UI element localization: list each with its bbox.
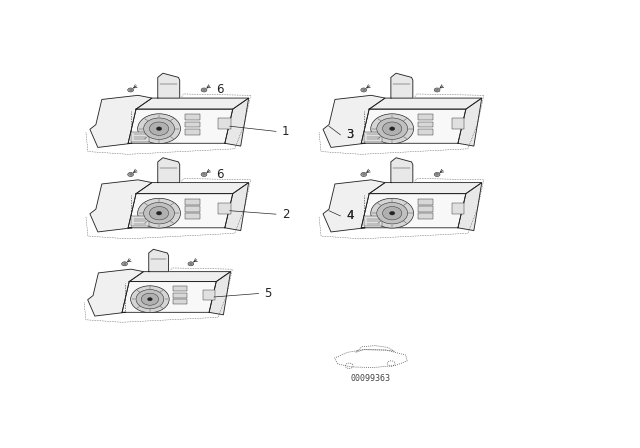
Circle shape — [434, 88, 440, 92]
Polygon shape — [369, 183, 482, 194]
Bar — [204, 290, 215, 300]
Circle shape — [201, 172, 207, 177]
Polygon shape — [361, 194, 466, 228]
Text: 3: 3 — [346, 128, 354, 141]
Polygon shape — [391, 73, 413, 98]
Circle shape — [377, 202, 408, 224]
Polygon shape — [225, 183, 248, 231]
Text: 4: 4 — [346, 209, 354, 222]
Circle shape — [390, 211, 395, 215]
FancyBboxPatch shape — [185, 122, 200, 127]
Circle shape — [128, 88, 134, 92]
Polygon shape — [391, 158, 413, 183]
Polygon shape — [458, 183, 482, 231]
Polygon shape — [369, 98, 482, 109]
Circle shape — [377, 118, 408, 139]
Circle shape — [383, 122, 402, 135]
Polygon shape — [209, 271, 230, 315]
Circle shape — [138, 198, 180, 228]
Bar — [131, 216, 149, 226]
Bar — [218, 118, 231, 129]
Polygon shape — [136, 183, 248, 194]
FancyBboxPatch shape — [418, 122, 433, 127]
FancyBboxPatch shape — [185, 114, 200, 120]
Text: 5: 5 — [264, 287, 272, 300]
Circle shape — [188, 262, 194, 266]
Polygon shape — [225, 98, 248, 146]
Circle shape — [138, 114, 180, 144]
Circle shape — [141, 293, 159, 305]
Text: 6: 6 — [216, 83, 224, 96]
Polygon shape — [158, 73, 180, 98]
Circle shape — [128, 172, 134, 177]
Polygon shape — [148, 249, 168, 271]
FancyBboxPatch shape — [173, 293, 187, 298]
Circle shape — [143, 118, 175, 139]
Circle shape — [149, 207, 169, 220]
Circle shape — [434, 172, 440, 177]
Text: 3: 3 — [346, 128, 354, 141]
Bar — [451, 118, 465, 129]
Polygon shape — [90, 180, 152, 232]
Polygon shape — [128, 109, 233, 143]
FancyBboxPatch shape — [185, 199, 200, 204]
Circle shape — [148, 297, 152, 301]
Polygon shape — [128, 194, 233, 228]
Circle shape — [361, 88, 367, 92]
Bar — [364, 132, 382, 142]
FancyBboxPatch shape — [418, 213, 433, 219]
Circle shape — [157, 127, 162, 130]
Circle shape — [383, 207, 402, 220]
Text: 1: 1 — [282, 125, 289, 138]
Polygon shape — [90, 95, 152, 147]
FancyBboxPatch shape — [173, 286, 187, 291]
Circle shape — [390, 127, 395, 130]
Polygon shape — [122, 282, 216, 312]
Polygon shape — [323, 180, 385, 232]
Text: 00099363: 00099363 — [350, 374, 390, 383]
Circle shape — [201, 88, 207, 92]
Polygon shape — [129, 271, 230, 282]
Bar — [364, 216, 382, 226]
Circle shape — [122, 262, 127, 266]
FancyBboxPatch shape — [418, 129, 433, 134]
Bar — [451, 203, 465, 214]
FancyBboxPatch shape — [185, 213, 200, 219]
Polygon shape — [458, 98, 482, 146]
FancyBboxPatch shape — [418, 114, 433, 120]
FancyBboxPatch shape — [418, 206, 433, 212]
FancyBboxPatch shape — [185, 129, 200, 134]
Polygon shape — [158, 158, 180, 183]
Text: 2: 2 — [282, 208, 289, 221]
Bar — [218, 203, 231, 214]
Polygon shape — [88, 269, 143, 316]
Circle shape — [149, 122, 169, 135]
FancyBboxPatch shape — [173, 299, 187, 305]
Polygon shape — [136, 98, 248, 109]
Polygon shape — [323, 95, 385, 147]
FancyBboxPatch shape — [418, 199, 433, 204]
Bar — [131, 132, 149, 142]
Text: 4: 4 — [346, 209, 354, 222]
Circle shape — [131, 286, 169, 313]
Circle shape — [157, 211, 162, 215]
Circle shape — [136, 289, 164, 309]
Polygon shape — [361, 109, 466, 143]
Circle shape — [371, 114, 413, 144]
Circle shape — [371, 198, 413, 228]
FancyBboxPatch shape — [185, 206, 200, 212]
Circle shape — [143, 202, 175, 224]
Text: 6: 6 — [216, 168, 224, 181]
Circle shape — [361, 172, 367, 177]
